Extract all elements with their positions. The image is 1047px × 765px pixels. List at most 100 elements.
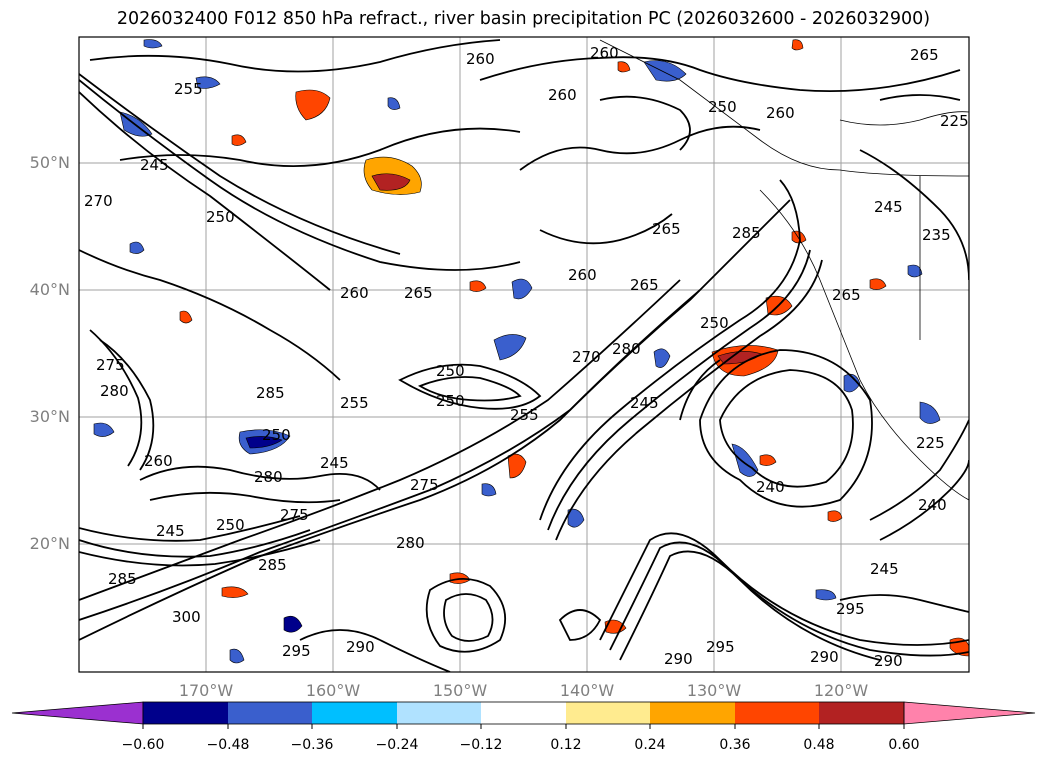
colorbar-tick-label: −0.36 bbox=[290, 737, 334, 753]
contour-label: 265 bbox=[652, 220, 681, 238]
contour-label: 290 bbox=[664, 650, 693, 668]
colorbar-segment bbox=[819, 702, 904, 724]
precip-negative-blob bbox=[229, 648, 245, 664]
contour-label: 265 bbox=[910, 46, 939, 64]
contour-label: 260 bbox=[590, 44, 619, 62]
precip-negative-blob bbox=[93, 422, 115, 437]
precip-negative-blob bbox=[653, 348, 671, 368]
contour-label: 275 bbox=[96, 356, 125, 374]
contour-label: 290 bbox=[874, 652, 903, 670]
contour-label: 245 bbox=[630, 394, 659, 412]
contour-label: 265 bbox=[630, 276, 659, 294]
colorbar-tick-label: −0.12 bbox=[459, 737, 503, 753]
precip-negative-blob bbox=[815, 589, 837, 601]
contour-label: 250 bbox=[216, 516, 245, 534]
lon-label: 120°W bbox=[813, 681, 869, 700]
lon-label: 140°W bbox=[559, 681, 615, 700]
contour-label: 285 bbox=[256, 384, 285, 402]
precip-negative-blob bbox=[195, 76, 221, 89]
contour-label: 260 bbox=[466, 50, 495, 68]
colorbar-tick-label: 0.48 bbox=[803, 737, 835, 753]
colorbar-segment bbox=[143, 702, 228, 724]
lon-label: 160°W bbox=[305, 681, 361, 700]
contour-label: 225 bbox=[940, 112, 969, 130]
colorbar-tick-label: 0.36 bbox=[719, 737, 751, 753]
lon-label: 170°W bbox=[178, 681, 234, 700]
contour-label: 250 bbox=[708, 98, 737, 116]
colorbar-segment bbox=[228, 702, 312, 724]
precip-positive-blob bbox=[179, 310, 193, 324]
precip-negative-blob bbox=[919, 401, 941, 424]
contour-label: 265 bbox=[404, 284, 433, 302]
contour-label: 275 bbox=[410, 476, 439, 494]
colorbar-segment bbox=[650, 702, 735, 724]
precip-positive-blob bbox=[221, 586, 249, 598]
precip-negative-blob bbox=[481, 483, 497, 497]
contour-label: 260 bbox=[568, 266, 597, 284]
contour-label: 280 bbox=[396, 534, 425, 552]
contour-label: 245 bbox=[320, 454, 349, 472]
colorbar-tick-label: 0.60 bbox=[888, 737, 920, 753]
precipitation-blobs bbox=[93, 39, 969, 664]
contour-label: 260 bbox=[548, 86, 577, 104]
contour-label: 250 bbox=[206, 208, 235, 226]
contour-label: 300 bbox=[172, 608, 201, 626]
colorbar-extend-low bbox=[11, 701, 144, 725]
contour-label: 270 bbox=[572, 348, 601, 366]
map-frame bbox=[78, 36, 970, 673]
colorbar-segment bbox=[397, 702, 481, 724]
contour-label: 235 bbox=[922, 226, 951, 244]
map-title: 2026032400 F012 850 hPa refract., river … bbox=[116, 9, 931, 29]
precip-positive-blob bbox=[295, 89, 331, 121]
colorbar-extend-high bbox=[903, 701, 1036, 725]
precip-positive-blob bbox=[617, 61, 631, 73]
contour-label: 225 bbox=[916, 434, 945, 452]
precip-negative-blob bbox=[511, 278, 533, 300]
precip-positive-blob bbox=[827, 510, 843, 522]
colorbar-segment bbox=[566, 702, 650, 724]
contour-label: 285 bbox=[258, 556, 287, 574]
contour-label: 245 bbox=[870, 560, 899, 578]
precip-negative-blob bbox=[567, 508, 585, 528]
colorbar-tick-label: −0.48 bbox=[206, 737, 250, 753]
lat-label: 50°N bbox=[29, 153, 70, 172]
precip-positive-blob bbox=[469, 280, 487, 292]
precip-positive-blob bbox=[869, 278, 887, 290]
coastlines bbox=[599, 39, 969, 501]
contour-label: 240 bbox=[918, 496, 947, 514]
colorbar-tick-label: 0.24 bbox=[634, 737, 666, 753]
precip-negative-blob bbox=[283, 615, 303, 633]
lat-label: 20°N bbox=[29, 534, 70, 553]
contour-label: 255 bbox=[174, 80, 203, 98]
precip-negative-blob bbox=[843, 373, 861, 393]
contour-label: 260 bbox=[766, 104, 795, 122]
contour-label: 260 bbox=[144, 452, 173, 470]
colorbar-segment bbox=[735, 702, 819, 724]
precip-negative-blob bbox=[493, 334, 527, 361]
precip-positive-blob bbox=[507, 453, 527, 479]
colorbar-tick-label: −0.24 bbox=[375, 737, 419, 753]
precip-negative-blob bbox=[143, 39, 163, 49]
contour-label: 285 bbox=[732, 224, 761, 242]
lat-label: 40°N bbox=[29, 280, 70, 299]
contour-label: 250 bbox=[262, 426, 291, 444]
precip-positive-blob bbox=[759, 454, 777, 466]
lon-label: 130°W bbox=[686, 681, 742, 700]
contour-label: 260 bbox=[340, 284, 369, 302]
contour-label: 245 bbox=[140, 156, 169, 174]
contour-label: 285 bbox=[108, 570, 137, 588]
contour-label: 290 bbox=[346, 638, 375, 656]
contour-labels: 255 260 260 260 265 260 250 245 270 260 … bbox=[84, 44, 969, 670]
contour-label: 280 bbox=[612, 340, 641, 358]
contour-label: 295 bbox=[282, 642, 311, 660]
contour-label: 290 bbox=[810, 648, 839, 666]
precip-negative-blob bbox=[129, 241, 145, 254]
contour-label: 255 bbox=[510, 406, 539, 424]
contour-label: 265 bbox=[832, 286, 861, 304]
contour-label: 270 bbox=[84, 192, 113, 210]
precip-positive-blob bbox=[791, 39, 804, 51]
contour-label: 250 bbox=[436, 362, 465, 380]
colorbar-tick-label: −0.60 bbox=[121, 737, 165, 753]
colorbar-segment bbox=[481, 702, 566, 724]
